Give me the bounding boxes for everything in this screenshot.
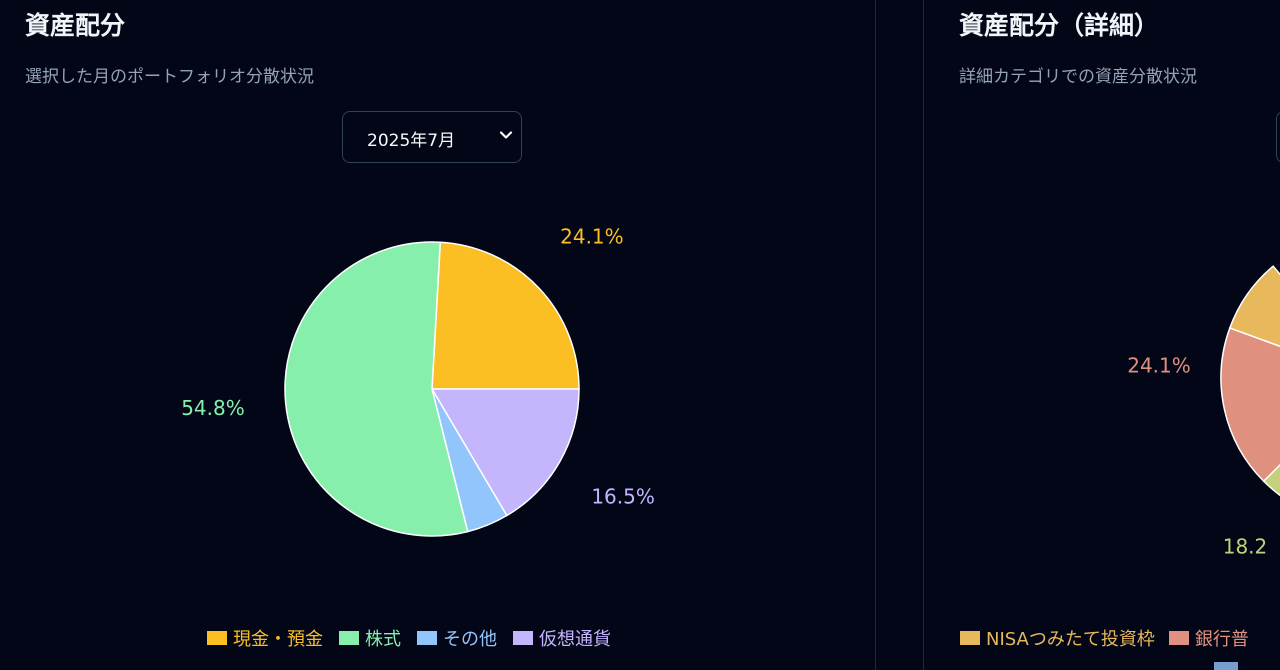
panel-title: 資産配分（詳細） — [959, 11, 1160, 40]
panel-title: 資産配分 — [25, 11, 126, 40]
slice-data-label: 54.8% — [181, 396, 245, 420]
slice-data-label: 18.2 — [1223, 535, 1268, 559]
detail-pie-chart: 24.1% 18.2 — [1127, 265, 1280, 559]
legend-item[interactable]: 株式 — [339, 625, 401, 651]
legend-item[interactable]: 銀行普 — [1168, 625, 1249, 651]
legend-swatch-partial — [1214, 662, 1238, 670]
slice-data-label: 24.1% — [560, 224, 624, 248]
legend-label: その他 — [443, 629, 497, 650]
allocation-pie-chart: 24.1% 16.5% 54.8% — [181, 224, 655, 537]
legend-label: NISAつみたて投資枠 — [986, 629, 1155, 650]
legend-swatch — [1168, 631, 1189, 645]
detail-pie-slice-2[interactable] — [1220, 327, 1280, 483]
pie-slice-1[interactable] — [431, 241, 580, 390]
detail-pie-slice-3[interactable] — [1262, 378, 1280, 515]
legend-swatch — [417, 631, 437, 645]
chart-legend: NISAつみたて投資枠 銀行普 — [960, 625, 1263, 651]
chevron-down-icon — [499, 131, 513, 139]
legend-label: 現金・預金 — [233, 629, 323, 650]
legend-swatch — [339, 631, 359, 645]
slice-data-label: 24.1% — [1127, 354, 1191, 378]
legend-item[interactable]: その他 — [417, 625, 497, 651]
panel-subtitle: 選択した月のポートフォリオ分散状況 — [25, 67, 314, 87]
legend-swatch — [207, 631, 227, 645]
legend-swatch — [513, 631, 533, 645]
legend-label: 仮想通貨 — [539, 629, 611, 650]
legend-item[interactable]: 現金・預金 — [207, 625, 323, 651]
legend-label: 銀行普 — [1194, 629, 1249, 650]
panel-divider — [875, 0, 876, 670]
pie-slice-4[interactable] — [284, 241, 469, 537]
legend-item[interactable]: 仮想通貨 — [513, 625, 611, 651]
chart-legend: 現金・預金 株式 その他 仮想通貨 — [207, 625, 627, 651]
legend-swatch — [960, 631, 980, 645]
month-select[interactable]: 2025年7月 — [342, 111, 522, 163]
slice-data-label: 16.5% — [591, 485, 655, 509]
pie-slice-2[interactable] — [430, 388, 580, 517]
legend-item[interactable]: NISAつみたて投資枠 — [960, 625, 1155, 651]
month-select-value: 2025年7月 — [367, 131, 456, 151]
asset-allocation-detail-panel: 資産配分（詳細） 詳細カテゴリでの資産分散状況 24.1% 18.2 NISAつみ… — [923, 0, 1280, 670]
legend-label: 株式 — [365, 629, 401, 650]
panel-subtitle: 詳細カテゴリでの資産分散状況 — [959, 67, 1197, 87]
asset-allocation-panel: 資産配分 選択した月のポートフォリオ分散状況 2025年7月 24.1% 16.5… — [25, 11, 655, 651]
